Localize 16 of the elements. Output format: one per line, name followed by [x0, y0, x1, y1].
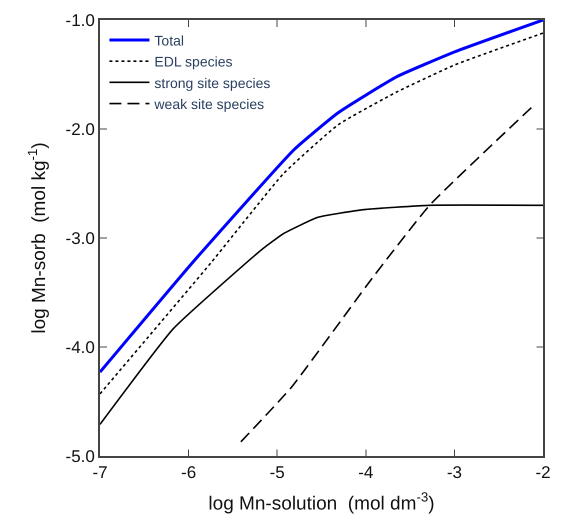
x-tick-label: -2 [535, 463, 551, 482]
x-axis-title: log Mn-solution (mol dm$^{-3}$) [208, 489, 435, 514]
legend-label: EDL species [154, 54, 233, 70]
y-tick-label: -2.0 [66, 120, 95, 139]
y-tick-label: -5.0 [66, 446, 95, 466]
y-tick-label: -4.0 [66, 338, 95, 357]
legend-label: strong site species [154, 74, 270, 91]
x-tick-label: -3 [446, 463, 462, 482]
x-tick-label: -6 [181, 463, 196, 482]
x-tick-label: -5 [270, 463, 285, 482]
y-tick-label: -1.0 [66, 10, 95, 30]
legend-label: weak site species [153, 96, 264, 112]
x-tick-label: -7 [92, 463, 108, 482]
x-tick-label: -4 [358, 463, 374, 482]
y-tick-label: -3.0 [66, 228, 95, 248]
legend-label: Total [154, 32, 184, 48]
